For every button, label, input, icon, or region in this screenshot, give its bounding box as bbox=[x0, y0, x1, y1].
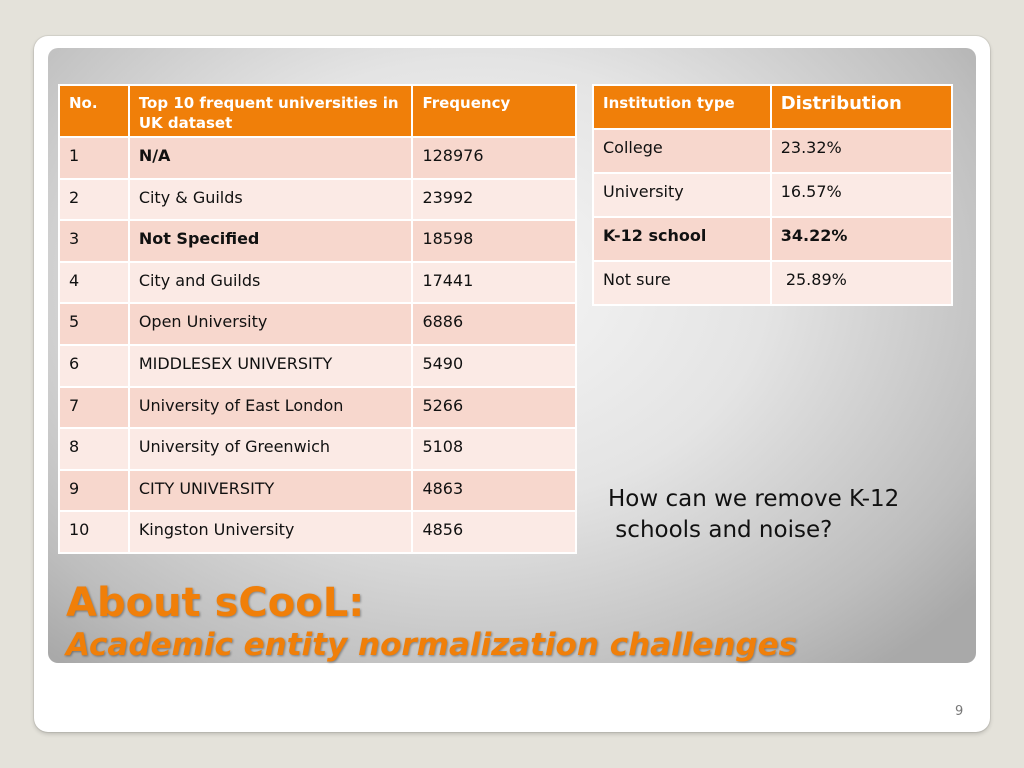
cell-frequency: 4863 bbox=[411, 468, 577, 513]
cell-university: Kingston University bbox=[127, 510, 414, 554]
question-line-2: schools and noise? bbox=[608, 517, 833, 543]
table-row: 3 Not Specified 18598 bbox=[58, 219, 577, 263]
cell-no: 8 bbox=[58, 427, 130, 471]
cell-frequency: 128976 bbox=[411, 136, 577, 180]
cell-frequency: 23992 bbox=[411, 177, 577, 222]
table-row: Not sure 25.89% bbox=[592, 260, 954, 306]
table-header-row: No. Top 10 frequent universities in UK d… bbox=[58, 84, 577, 138]
table-row: 5 Open University 6886 bbox=[58, 302, 577, 346]
cell-university: CITY UNIVERSITY bbox=[127, 468, 414, 513]
table-row: 6 MIDDLESEX UNIVERSITY 5490 bbox=[58, 343, 577, 388]
question-line-1: How can we remove K-12 bbox=[608, 486, 900, 512]
table-row: 9 CITY UNIVERSITY 4863 bbox=[58, 468, 577, 513]
question-text: How can we remove K-12 schools and noise… bbox=[608, 484, 968, 546]
table-row: 7 University of East London 5266 bbox=[58, 385, 577, 430]
slide-title: About sCooL: Academic entity normalizati… bbox=[66, 580, 797, 664]
cell-distribution: 16.57% bbox=[769, 172, 954, 218]
cell-institution-type: K-12 school bbox=[592, 216, 772, 262]
cell-no: 2 bbox=[58, 177, 130, 222]
column-header-institution-type: Institution type bbox=[592, 84, 772, 130]
table-header-row: Institution type Distribution bbox=[592, 84, 954, 130]
cell-frequency: 6886 bbox=[411, 302, 577, 346]
cell-institution-type: Not sure bbox=[592, 260, 772, 306]
table-row: K-12 school 34.22% bbox=[592, 216, 954, 262]
cell-frequency: 5266 bbox=[411, 385, 577, 430]
column-header-no: No. bbox=[58, 84, 130, 138]
cell-no: 4 bbox=[58, 260, 130, 305]
title-subtitle: Academic entity normalization challenges bbox=[66, 627, 798, 663]
table-row: 1 N/A 128976 bbox=[58, 136, 577, 180]
table-row: College 23.32% bbox=[592, 128, 954, 174]
cell-university: MIDDLESEX UNIVERSITY bbox=[127, 343, 414, 388]
cell-university: City and Guilds bbox=[127, 260, 414, 305]
cell-no: 1 bbox=[58, 136, 130, 180]
cell-no: 7 bbox=[58, 385, 130, 430]
cell-university: Open University bbox=[127, 302, 414, 346]
cell-institution-type: University bbox=[592, 172, 772, 218]
table-row: 10 Kingston University 4856 bbox=[58, 510, 577, 554]
cell-distribution: 25.89% bbox=[769, 260, 954, 306]
cell-no: 5 bbox=[58, 302, 130, 346]
cell-institution-type: College bbox=[592, 128, 772, 174]
cell-university: University of Greenwich bbox=[127, 427, 414, 471]
institution-distribution-table: Institution type Distribution College 23… bbox=[592, 84, 954, 306]
cell-university: University of East London bbox=[127, 385, 414, 430]
cell-frequency: 5108 bbox=[411, 427, 577, 471]
cell-frequency: 18598 bbox=[411, 219, 577, 263]
column-header-distribution: Distribution bbox=[769, 84, 954, 130]
cell-frequency: 5490 bbox=[411, 343, 577, 388]
table-row: 4 City and Guilds 17441 bbox=[58, 260, 577, 305]
cell-university: City & Guilds bbox=[127, 177, 414, 222]
table-row: 8 University of Greenwich 5108 bbox=[58, 427, 577, 471]
cell-frequency: 4856 bbox=[411, 510, 577, 554]
cell-no: 3 bbox=[58, 219, 130, 263]
title-main: About sCooL: bbox=[66, 580, 365, 626]
cell-university: N/A bbox=[127, 136, 414, 180]
table-row: 2 City & Guilds 23992 bbox=[58, 177, 577, 222]
cell-frequency: 17441 bbox=[411, 260, 577, 305]
column-header-university: Top 10 frequent universities in UK datas… bbox=[127, 84, 414, 138]
cell-no: 9 bbox=[58, 468, 130, 513]
table-row: University 16.57% bbox=[592, 172, 954, 218]
cell-distribution: 34.22% bbox=[769, 216, 954, 262]
uk-universities-table: No. Top 10 frequent universities in UK d… bbox=[58, 84, 577, 554]
cell-no: 10 bbox=[58, 510, 130, 554]
column-header-frequency: Frequency bbox=[411, 84, 577, 138]
cell-university: Not Specified bbox=[127, 219, 414, 263]
page-number: 9 bbox=[955, 704, 964, 719]
cell-distribution: 23.32% bbox=[769, 128, 954, 174]
cell-no: 6 bbox=[58, 343, 130, 388]
